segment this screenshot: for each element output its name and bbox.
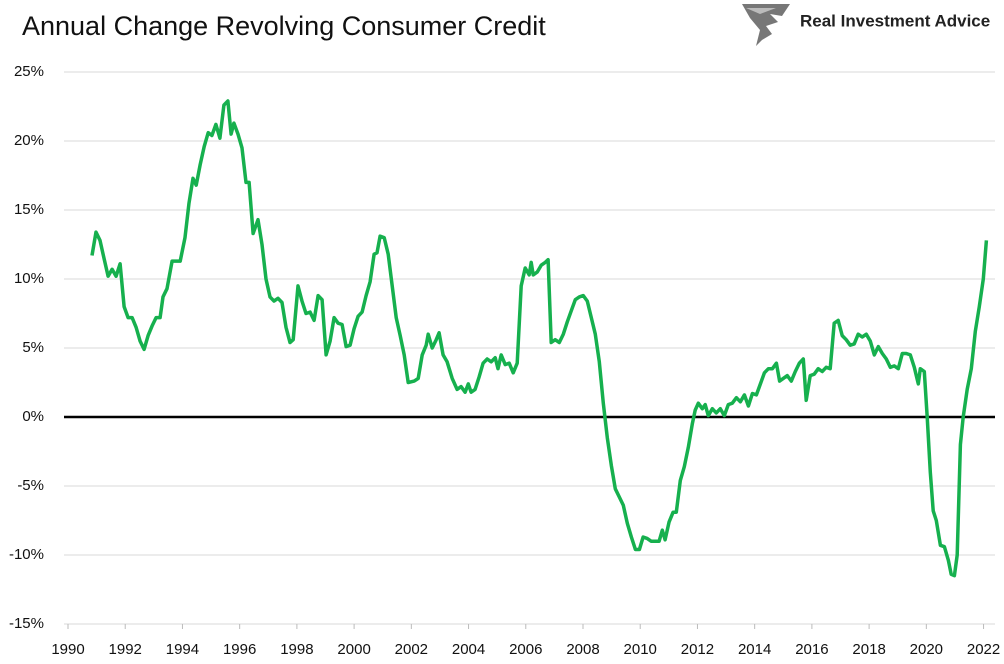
x-tick-label: 2018 xyxy=(852,641,885,658)
y-tick-label: 25% xyxy=(14,63,44,80)
data-line xyxy=(90,99,989,578)
x-tick-label: 2002 xyxy=(395,641,428,658)
x-tick-label: 2010 xyxy=(624,641,657,658)
chart-title: Annual Change Revolving Consumer Credit xyxy=(22,11,546,41)
x-tick-label: 1998 xyxy=(280,641,313,658)
x-tick-label: 1994 xyxy=(166,641,199,658)
x-tick-label: 2016 xyxy=(795,641,828,658)
x-tick-label: 2014 xyxy=(738,641,771,658)
y-tick-label: -10% xyxy=(9,546,44,563)
x-tick-label: 1992 xyxy=(109,641,142,658)
y-tick-label: 15% xyxy=(14,201,44,218)
y-tick-label: 5% xyxy=(22,339,44,356)
y-tick-label: 0% xyxy=(22,408,44,425)
x-tick-label: 2006 xyxy=(509,641,542,658)
brand-logo xyxy=(742,4,790,46)
x-tick-label: 2012 xyxy=(681,641,714,658)
x-tick-label: 1996 xyxy=(223,641,256,658)
y-tick-label: 10% xyxy=(14,270,44,287)
x-tick-label: 2000 xyxy=(337,641,370,658)
brand-name: Real Investment Advice xyxy=(800,11,990,30)
x-tick-label: 1990 xyxy=(51,641,84,658)
x-tick-label: 2008 xyxy=(566,641,599,658)
y-tick-label: -5% xyxy=(17,477,44,494)
x-tick-label: 2022 xyxy=(967,641,1000,658)
x-tick-label: 2004 xyxy=(452,641,485,658)
y-tick-label: -15% xyxy=(9,615,44,632)
y-tick-label: 20% xyxy=(14,132,44,149)
x-tick-label: 2020 xyxy=(910,641,943,658)
